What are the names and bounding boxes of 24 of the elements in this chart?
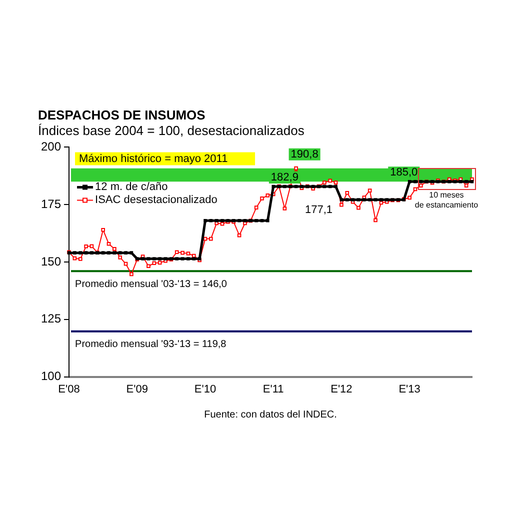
y-tick-label: 100: [40, 369, 62, 384]
x-tick-label: E'10: [194, 383, 216, 396]
source-note: Fuente: con datos del INDEC.: [204, 410, 337, 421]
x-tick-label: E'11: [262, 383, 284, 396]
ref-line-label: Promedio mensual '03-'13 = 146,0: [75, 278, 228, 290]
ref-line-label: Promedio mensual '93-'13 = 119,8: [75, 339, 227, 350]
legend-label: 12 m. de c/año: [95, 181, 168, 194]
annotation: 177,1: [304, 204, 333, 216]
x-tick-label: E'12: [330, 383, 352, 396]
y-tick-label: 200: [40, 140, 62, 154]
annotation: 185,0: [390, 166, 418, 179]
y-tick-label: 150: [40, 254, 62, 268]
annotation: 182,9: [270, 171, 298, 184]
annotation: 190,8: [290, 148, 318, 160]
annotation: Máximo histórico = mayo 2011: [79, 153, 228, 166]
y-tick-label: 175: [40, 196, 62, 211]
chart-subtitle: Índices base 2004 = 100, desestacionalizados: [38, 122, 305, 138]
x-tick-label: E'09: [126, 383, 148, 396]
x-tick-label: E'08: [58, 383, 80, 396]
chart-title: DESPACHOS DE INSUMOS: [38, 107, 206, 122]
x-tick-label: E'13: [398, 383, 420, 396]
y-tick-label: 125: [40, 312, 62, 326]
annotation: 10 meses de estancamiento: [414, 190, 479, 210]
legend-label: ISAC desestacionalizado: [95, 194, 218, 206]
